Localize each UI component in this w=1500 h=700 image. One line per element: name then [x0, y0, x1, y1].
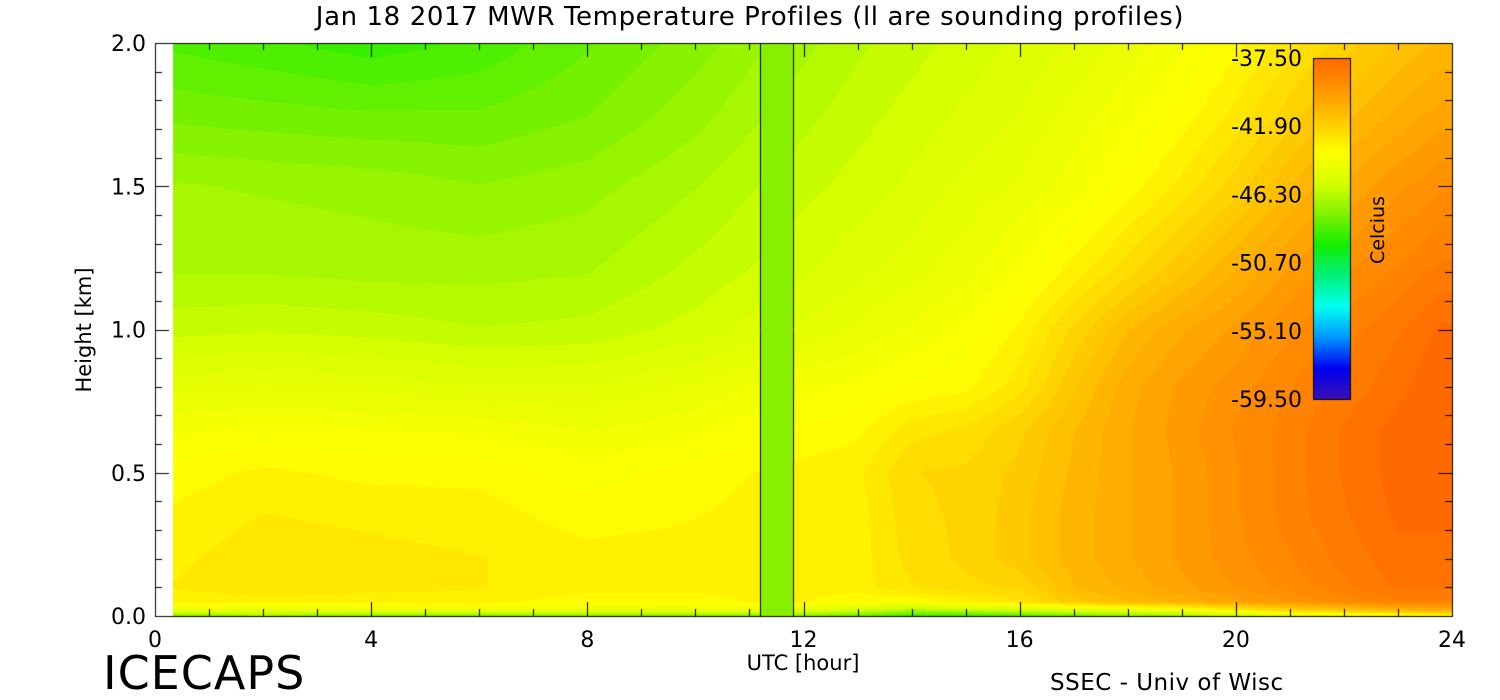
brand-label: ICECAPS: [103, 646, 306, 700]
colorbar-unit-label: Celcius: [1367, 196, 1389, 264]
x-tick-label: 12: [790, 628, 818, 653]
y-tick-label: 0.0: [111, 605, 146, 630]
x-tick-label: 0: [148, 628, 162, 653]
credit-label: SSEC - Univ of Wisc: [1050, 670, 1284, 696]
y-axis-label: Height [km]: [72, 267, 96, 393]
y-tick-label: 1.5: [111, 175, 146, 200]
x-tick-label: 16: [1006, 628, 1034, 653]
colorbar-tick-label: -41.90: [1231, 115, 1302, 140]
x-tick-label: 4: [364, 628, 378, 653]
y-tick-label: 2.0: [111, 32, 146, 57]
colorbar-tick-label: -50.70: [1231, 252, 1302, 277]
y-tick-label: 0.5: [111, 462, 146, 487]
colorbar-tick-label: -46.30: [1231, 183, 1302, 208]
colorbar-tick-label: -55.10: [1231, 320, 1302, 345]
x-axis-label: UTC [hour]: [746, 651, 860, 675]
x-tick-label: 8: [580, 628, 594, 653]
x-tick-label: 20: [1222, 628, 1250, 653]
colorbar-tick-label: -37.50: [1231, 47, 1302, 72]
x-tick-label: 24: [1438, 628, 1466, 653]
y-tick-label: 1.0: [111, 319, 146, 344]
chart-title: Jan 18 2017 MWR Temperature Profiles (ll…: [315, 2, 1185, 32]
colorbar-tick-label: -59.50: [1231, 388, 1302, 413]
